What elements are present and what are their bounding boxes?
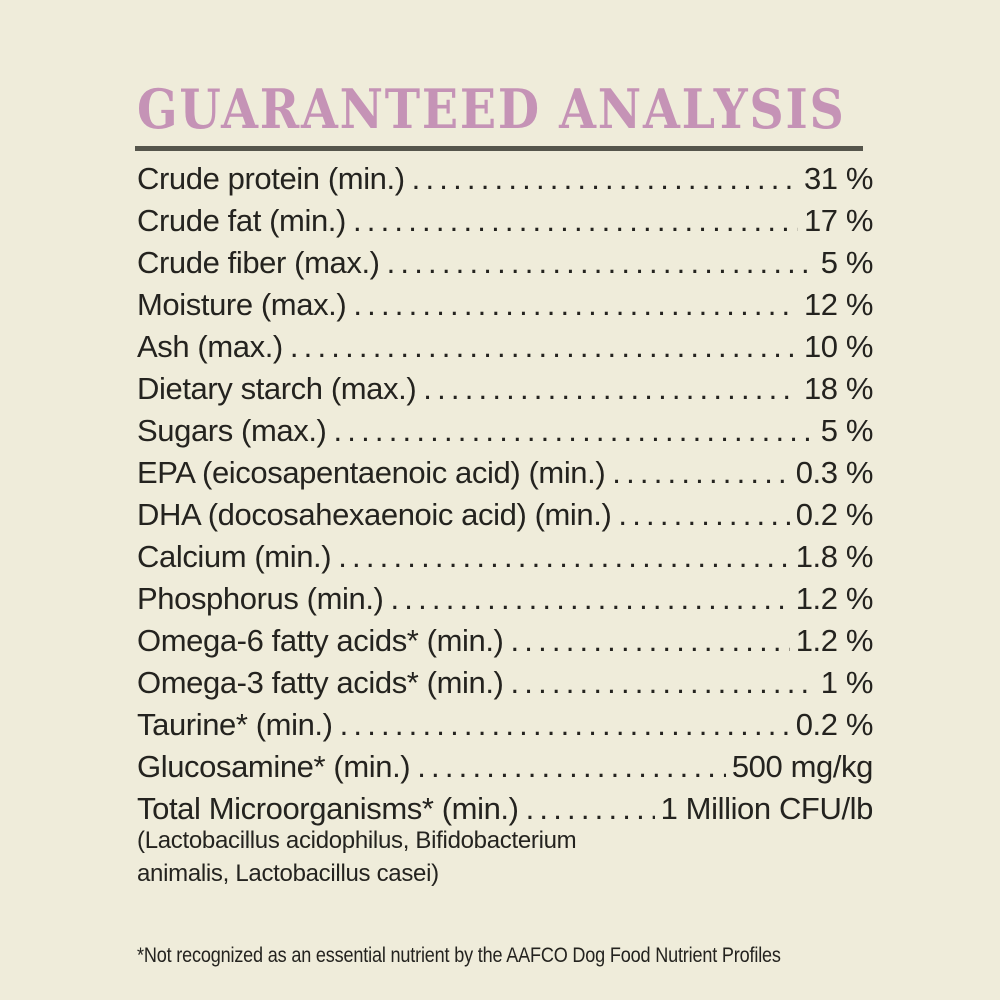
analysis-row: Crude fiber (max.) 5 % — [135, 242, 873, 284]
nutrient-value: 0.2 % — [795, 707, 874, 742]
analysis-row: Taurine* (min.) 0.2 % — [135, 704, 873, 746]
dot-leader — [353, 200, 798, 242]
nutrient-value: 1 % — [820, 665, 874, 700]
analysis-row: EPA (eicosapentaenoic acid) (min.) 0.3 % — [135, 452, 873, 494]
dot-leader — [510, 662, 814, 704]
analysis-row: DHA (docosahexaenoic acid) (min.) 0.2 % — [135, 494, 873, 536]
analysis-row: Crude fat (min.) 17 % — [135, 200, 873, 242]
dot-leader — [510, 620, 789, 662]
nutrient-value: 1.8 % — [795, 539, 874, 574]
analysis-content: Crude protein (min.) 31 % Crude fat (min.)… — [135, 158, 873, 890]
nutrient-value: 5 % — [820, 245, 874, 280]
nutrient-label: Omega-3 fatty acids* (min.) — [137, 665, 504, 700]
dot-leader — [333, 410, 814, 452]
nutrient-label: Dietary starch (max.) — [137, 371, 417, 406]
nutrient-value: 1.2 % — [795, 581, 874, 616]
nutrient-value: 0.3 % — [795, 455, 874, 490]
analysis-row: Moisture (max.) 12 % — [135, 284, 873, 326]
analysis-row: Calcium (min.) 1.8 % — [135, 536, 873, 578]
nutrient-label: Total Microorganisms* (min.) — [137, 791, 519, 826]
nutrient-label: Omega-6 fatty acids* (min.) — [137, 623, 504, 658]
nutrient-label: Phosphorus (min.) — [137, 581, 384, 616]
nutrient-label: Moisture (max.) — [137, 287, 347, 322]
dot-leader — [353, 284, 798, 326]
nutrient-label: EPA (eicosapentaenoic acid) (min.) — [137, 455, 606, 490]
nutrient-value: 500 mg/kg — [731, 749, 874, 784]
divider-rule — [135, 146, 863, 151]
nutrient-value: 5 % — [820, 413, 874, 448]
nutrient-value: 18 % — [803, 371, 873, 406]
microorganisms-note-line: (Lactobacillus acidophilus, Bifidobacter… — [137, 827, 577, 854]
nutrient-label: DHA (docosahexaenoic acid) (min.) — [137, 497, 612, 532]
dot-leader — [338, 536, 790, 578]
dot-leader — [618, 494, 789, 536]
nutrient-value: 1.2 % — [795, 623, 874, 658]
nutrient-value: 10 % — [803, 329, 873, 364]
dot-leader — [412, 158, 798, 200]
nutrient-value: 0.2 % — [795, 497, 874, 532]
analysis-row: Total Microorganisms* (min.) 1 Million CF… — [135, 788, 873, 830]
microorganisms-note-line: animalis, Lactobacillus casei) — [137, 860, 439, 887]
analysis-row: Sugars (max.) 5 % — [135, 410, 873, 452]
microorganisms-note: (Lactobacillus acidophilus, Bifidobacter… — [135, 824, 873, 890]
dot-leader — [290, 326, 798, 368]
dot-leader — [417, 746, 726, 788]
analysis-row: Omega-6 fatty acids* (min.) 1.2 % — [135, 620, 873, 662]
dot-leader — [387, 242, 815, 284]
dot-leader — [390, 578, 789, 620]
nutrient-label: Calcium (min.) — [137, 539, 332, 574]
nutrient-value: 12 % — [803, 287, 873, 322]
nutrient-label: Ash (max.) — [137, 329, 283, 364]
dot-leader — [340, 704, 790, 746]
nutrient-value: 1 Million CFU/lb — [660, 791, 874, 826]
dot-leader — [612, 452, 789, 494]
analysis-row: Omega-3 fatty acids* (min.) 1 % — [135, 662, 873, 704]
analysis-row: Glucosamine* (min.) 500 mg/kg — [135, 746, 873, 788]
nutrient-label: Sugars (max.) — [137, 413, 327, 448]
section-title: GUARANTEED ANALYSIS — [137, 77, 846, 141]
aafco-footnote: *Not recognized as an essential nutrient… — [137, 944, 781, 967]
analysis-row: Ash (max.) 10 % — [135, 326, 873, 368]
analysis-table: Crude protein (min.) 31 % Crude fat (min.)… — [135, 158, 873, 830]
analysis-row: Crude protein (min.) 31 % — [135, 158, 873, 200]
nutrient-value: 17 % — [803, 203, 873, 238]
analysis-row: Phosphorus (min.) 1.2 % — [135, 578, 873, 620]
nutrient-label: Taurine* (min.) — [137, 707, 333, 742]
dot-leader — [423, 368, 798, 410]
nutrient-label: Crude fiber (max.) — [137, 245, 380, 280]
analysis-row: Dietary starch (max.) 18 % — [135, 368, 873, 410]
nutrient-label: Glucosamine* (min.) — [137, 749, 411, 784]
nutrient-label: Crude protein (min.) — [137, 161, 405, 196]
nutrient-label: Crude fat (min.) — [137, 203, 346, 238]
nutrient-value: 31 % — [803, 161, 873, 196]
